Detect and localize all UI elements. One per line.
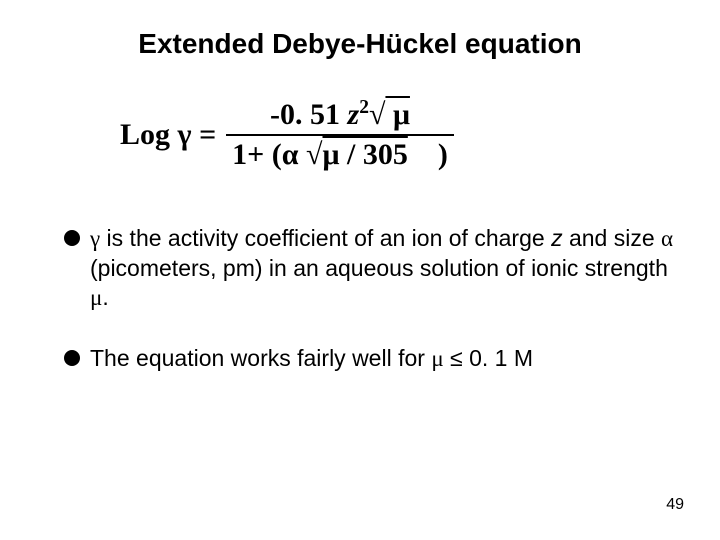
bullet-list: γ is the activity coefficient of an ion …	[40, 224, 680, 374]
slide: Extended Debye-Hückel equation Log γ = -…	[0, 0, 720, 540]
b1-alpha: α	[661, 226, 673, 251]
bullet-icon	[64, 350, 80, 366]
equation-lhs: Log γ =	[120, 118, 226, 152]
b2-leq: ≤	[444, 345, 469, 371]
lhs-equals: =	[192, 118, 217, 151]
lhs-gamma: γ	[178, 118, 192, 151]
b1-mu: μ	[90, 285, 102, 310]
page-number: 49	[666, 496, 684, 514]
equation-fraction: -0. 51 z2√ μ 1+ (α √μ / 305)	[226, 98, 454, 172]
b1-gamma: γ	[90, 226, 100, 251]
list-item: The equation works fairly well for μ ≤ 0…	[64, 344, 680, 374]
b1-z: z	[551, 225, 563, 251]
b2-mu: μ	[431, 346, 443, 371]
den-alpha: α	[282, 138, 299, 171]
lhs-log: Log	[120, 118, 178, 151]
num-mu: μ	[385, 98, 410, 131]
den-sqrt: √	[299, 138, 323, 171]
den-close: )	[408, 138, 448, 172]
b1-p4: .	[102, 284, 108, 310]
num-z: z	[348, 98, 360, 131]
b1-p3: (picometers, pm) in an aqueous solution …	[90, 255, 668, 281]
b2-p1: The equation works fairly well for	[90, 345, 431, 371]
b1-p2: and size	[563, 225, 661, 251]
fraction-denominator: 1+ (α √μ / 305)	[226, 136, 454, 172]
num-exp: 2	[359, 97, 369, 118]
bullet-icon	[64, 230, 80, 246]
bullet-text-2: The equation works fairly well for μ ≤ 0…	[90, 344, 680, 374]
equation: Log γ = -0. 51 z2√ μ 1+ (α √μ / 305)	[120, 98, 680, 172]
list-item: γ is the activity coefficient of an ion …	[64, 224, 680, 312]
equation-row: Log γ = -0. 51 z2√ μ 1+ (α √μ / 305)	[120, 98, 680, 172]
b2-p2: 0. 1 M	[469, 345, 533, 371]
slide-title: Extended Debye-Hückel equation	[40, 28, 680, 60]
den-mu-over: μ / 305	[322, 138, 407, 171]
num-coeff: -0. 51	[270, 98, 348, 131]
b1-p1: is the activity coefficient of an ion of…	[100, 225, 551, 251]
num-sqrt: √	[369, 98, 385, 131]
den-prefix: 1+ (	[232, 138, 282, 171]
bullet-text-1: γ is the activity coefficient of an ion …	[90, 224, 680, 312]
fraction-numerator: -0. 51 z2√ μ	[226, 98, 454, 136]
